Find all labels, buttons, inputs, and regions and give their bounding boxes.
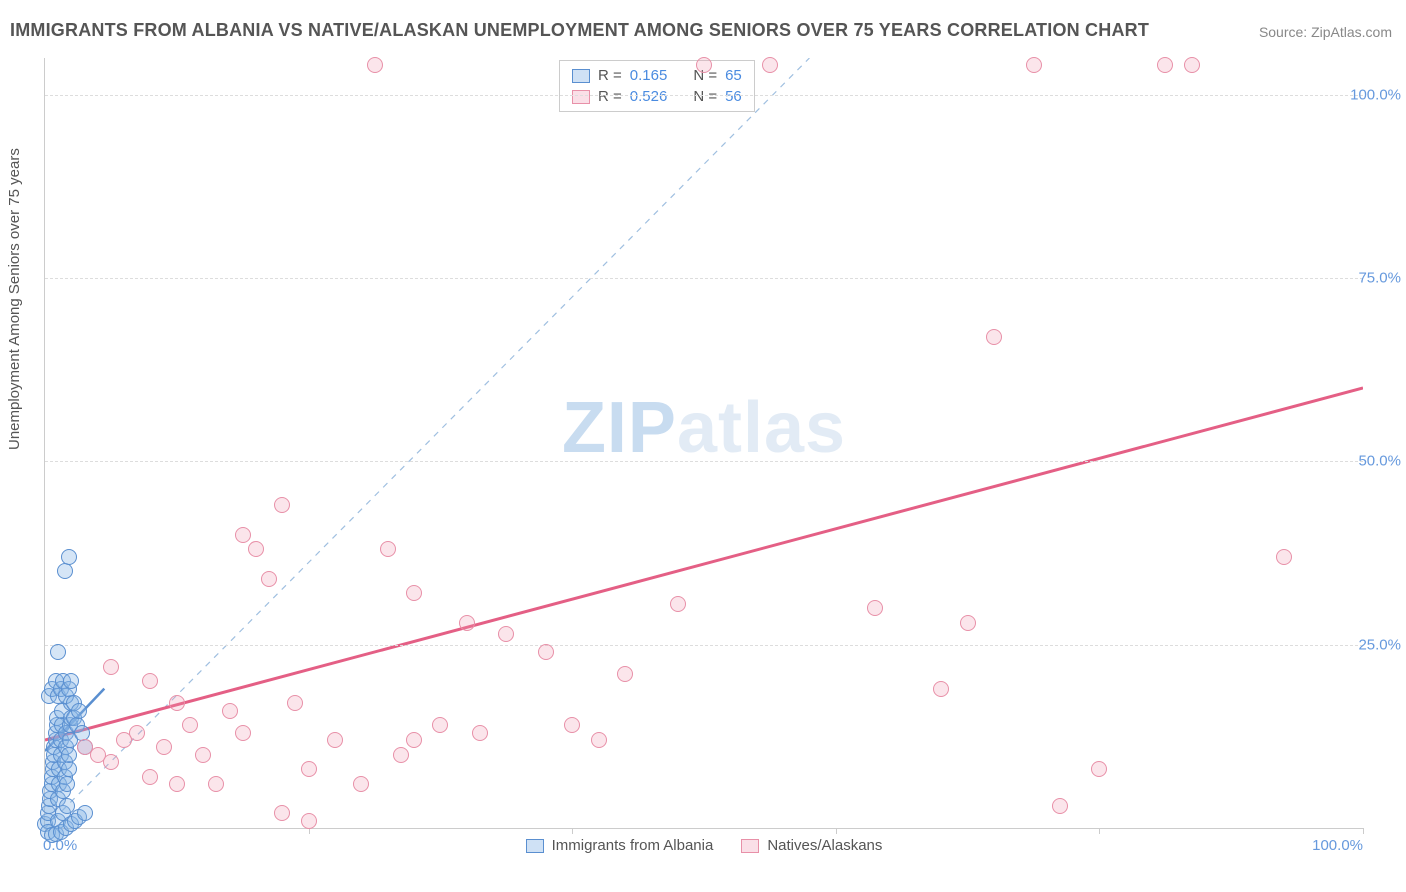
watermark: ZIPatlas [562,387,846,469]
data-point [393,747,409,763]
series-legend: Immigrants from Albania Natives/Alaskans [45,837,1363,854]
gridline [45,278,1363,279]
data-point [287,695,303,711]
data-point [960,615,976,631]
scatter-plot: ZIPatlas R =0.165N =65R =0.526N =56 Immi… [44,58,1363,829]
data-point [380,541,396,557]
legend-r-label: R = [598,67,622,84]
data-point [142,769,158,785]
legend-series-name: Natives/Alaskans [767,837,882,854]
data-point [538,644,554,660]
chart-title: IMMIGRANTS FROM ALBANIA VS NATIVE/ALASKA… [10,20,1149,41]
data-point [301,813,317,829]
xtick-label: 100.0% [1312,837,1363,854]
ytick-label: 50.0% [1331,453,1401,470]
legend-n-label: N = [693,88,717,105]
data-point [367,57,383,73]
data-point [156,739,172,755]
data-point [670,596,686,612]
data-point [986,329,1002,345]
data-point [208,776,224,792]
ytick-label: 75.0% [1331,270,1401,287]
data-point [564,717,580,733]
data-point [235,527,251,543]
data-point [301,761,317,777]
data-point [1184,57,1200,73]
data-point [142,673,158,689]
data-point [195,747,211,763]
data-point [248,541,264,557]
data-point [459,615,475,631]
data-point [61,549,77,565]
data-point [169,776,185,792]
data-point [61,747,77,763]
data-point [1276,549,1292,565]
ytick-label: 100.0% [1331,86,1401,103]
data-point [274,805,290,821]
trend-lines [45,58,1363,828]
gridline [45,95,1363,96]
data-point [235,725,251,741]
data-point [617,666,633,682]
data-point [591,732,607,748]
gridline [45,645,1363,646]
data-point [1157,57,1173,73]
xtick [1363,828,1364,834]
data-point [472,725,488,741]
xtick [572,828,573,834]
data-point [406,732,422,748]
data-point [71,703,87,719]
data-point [61,761,77,777]
data-point [129,725,145,741]
data-point [169,695,185,711]
data-point [274,497,290,513]
data-point [327,732,343,748]
data-point [59,776,75,792]
correlation-legend: R = 0.165 N = 65 R = 0.526 N = 56 [559,60,755,112]
xtick [836,828,837,834]
data-point [77,805,93,821]
legend-swatch [741,839,759,853]
data-point [74,725,90,741]
legend-row: R = 0.526 N = 56 [560,86,754,107]
data-point [1091,761,1107,777]
data-point [222,703,238,719]
data-point [50,644,66,660]
y-axis-label: Unemployment Among Seniors over 75 years [6,148,23,450]
data-point [762,57,778,73]
data-point [353,776,369,792]
legend-n-value: 56 [725,88,742,105]
data-point [696,57,712,73]
legend-swatch [526,839,544,853]
legend-r-label: R = [598,88,622,105]
data-point [1052,798,1068,814]
data-point [103,754,119,770]
legend-swatch [572,90,590,104]
data-point [867,600,883,616]
data-point [63,673,79,689]
legend-r-value: 0.526 [630,88,668,105]
gridline [45,461,1363,462]
data-point [406,585,422,601]
source-text: Source: ZipAtlas.com [1259,24,1392,40]
data-point [432,717,448,733]
data-point [1026,57,1042,73]
legend-r-value: 0.165 [630,67,668,84]
data-point [498,626,514,642]
xtick [1099,828,1100,834]
legend-item: Immigrants from Albania [526,837,714,854]
data-point [933,681,949,697]
legend-swatch [572,69,590,83]
data-point [57,563,73,579]
legend-row: R =0.165N =65 [560,65,754,86]
legend-item: Natives/Alaskans [741,837,882,854]
legend-n-value: 65 [725,67,742,84]
data-point [261,571,277,587]
data-point [182,717,198,733]
ytick-label: 25.0% [1331,636,1401,653]
legend-series-name: Immigrants from Albania [552,837,714,854]
xtick [309,828,310,834]
data-point [103,659,119,675]
